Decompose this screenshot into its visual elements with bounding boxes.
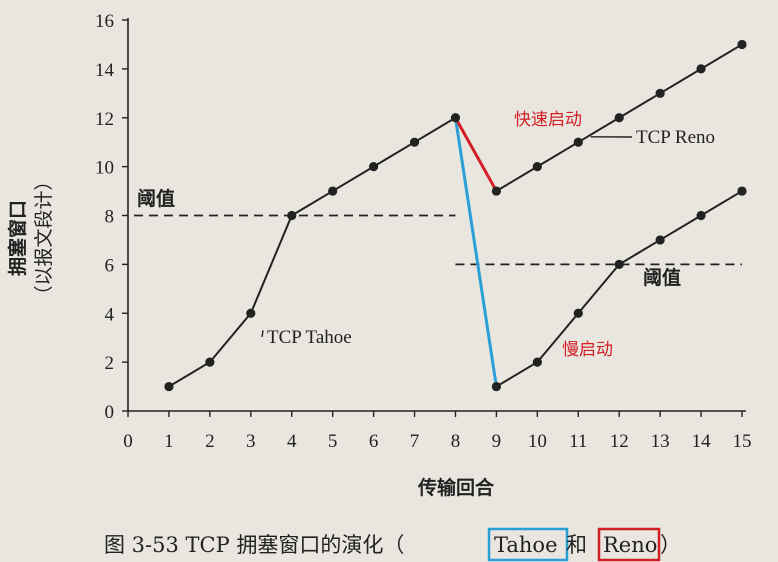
x-tick-label: 14 bbox=[692, 431, 712, 452]
tahoe-data-point bbox=[491, 381, 501, 392]
y-tick-label: 14 bbox=[95, 60, 115, 81]
tahoe-data-point bbox=[573, 308, 583, 318]
y-tick-label: 10 bbox=[95, 158, 114, 179]
reno-data-point bbox=[491, 186, 501, 196]
tahoe-data-point bbox=[696, 210, 706, 221]
x-tick-label: 5 bbox=[328, 431, 338, 452]
y-tick-labels: 0 2 4 6 8 10 12 14 16 bbox=[95, 11, 115, 423]
x-tick-label: 0 bbox=[123, 431, 133, 452]
y-tick-label: 8 bbox=[105, 207, 115, 228]
x-tick-label: 4 bbox=[287, 431, 297, 452]
reno-data-point bbox=[696, 64, 706, 74]
fast-recovery-label: 快速启动 bbox=[514, 110, 582, 130]
x-tick-label: 1 bbox=[164, 431, 174, 452]
x-tick-label: 7 bbox=[410, 431, 420, 452]
reno-data-point bbox=[573, 137, 583, 147]
tahoe-series-line bbox=[168, 116, 456, 388]
reno-highlight-line bbox=[454, 117, 498, 192]
threshold-lines bbox=[134, 214, 742, 266]
y-tick-label: 12 bbox=[95, 109, 114, 130]
threshold-label-1: 阈值 bbox=[137, 187, 175, 210]
reno-data-point bbox=[614, 113, 624, 123]
tahoe-data-point bbox=[532, 357, 542, 367]
x-tick-label: 2 bbox=[205, 431, 215, 452]
tahoe-data-point bbox=[164, 381, 174, 392]
tahoe-data-point bbox=[246, 308, 256, 318]
y-axis-title: 拥塞窗口 bbox=[6, 200, 29, 276]
y-tick-label: 16 bbox=[95, 11, 114, 32]
caption-tahoe: Tahoe bbox=[494, 533, 558, 557]
figure-caption: 图 3-53 TCP 拥塞窗口的演化（ Tahoe 和 Reno ） bbox=[104, 527, 681, 562]
tahoe-data-point bbox=[450, 113, 461, 123]
x-tick-label: 11 bbox=[569, 431, 587, 452]
reno-data-point bbox=[655, 88, 665, 98]
caption-mid: 和 bbox=[566, 533, 587, 557]
tahoe-data-point bbox=[287, 210, 297, 221]
tahoe-data-point bbox=[328, 186, 338, 196]
tahoe-data-point bbox=[655, 235, 665, 245]
tahoe-data-point bbox=[369, 162, 379, 172]
tahoe-data-point bbox=[409, 137, 420, 147]
tahoe-series-label: TCP Tahoe bbox=[267, 327, 352, 348]
x-tick-labels: 0 1 2 3 4 5 6 7 8 9 10 11 12 13 14 15 bbox=[123, 431, 751, 452]
reno-data-point bbox=[532, 162, 542, 172]
tahoe-series-line bbox=[495, 190, 743, 388]
reno-data-point bbox=[737, 39, 747, 50]
slow-start-label: 慢启动 bbox=[562, 339, 613, 360]
annotation-leaders bbox=[261, 136, 633, 338]
x-tick-label: 13 bbox=[651, 431, 670, 452]
y-tick-label: 2 bbox=[105, 353, 115, 374]
x-tick-label: 3 bbox=[246, 431, 256, 452]
reno-caption-box bbox=[597, 527, 661, 562]
tahoe-data-point bbox=[737, 186, 747, 196]
y-axis-subtitle: （以报文段计） bbox=[33, 171, 55, 304]
axes bbox=[122, 18, 746, 417]
y-tick-label: 6 bbox=[105, 255, 115, 276]
x-axis-title: 传输回合 bbox=[417, 476, 495, 499]
threshold-label-2: 阈值 bbox=[643, 266, 681, 289]
x-tick-label: 15 bbox=[733, 431, 752, 452]
caption-suffix: ） bbox=[660, 533, 681, 557]
caption-prefix: 图 3-53 TCP 拥塞窗口的演化（ bbox=[104, 533, 404, 557]
x-tick-label: 8 bbox=[451, 431, 461, 452]
tahoe-data-point bbox=[614, 259, 624, 269]
tahoe-label-leader bbox=[261, 330, 264, 338]
tahoe-highlight-line bbox=[453, 117, 498, 387]
x-tick-label: 12 bbox=[610, 431, 629, 452]
x-tick-label: 6 bbox=[369, 431, 379, 452]
y-tick-label: 4 bbox=[105, 304, 115, 325]
highlight-lines bbox=[453, 117, 498, 387]
caption-reno: Reno bbox=[603, 533, 657, 557]
x-tick-label: 9 bbox=[492, 431, 502, 452]
x-tick-label: 10 bbox=[528, 431, 547, 452]
tahoe-caption-box bbox=[487, 527, 569, 562]
reno-series-label: TCP Reno bbox=[636, 127, 715, 148]
y-tick-label: 0 bbox=[105, 402, 115, 423]
tahoe-data-point bbox=[205, 357, 215, 367]
data-points bbox=[164, 39, 747, 392]
